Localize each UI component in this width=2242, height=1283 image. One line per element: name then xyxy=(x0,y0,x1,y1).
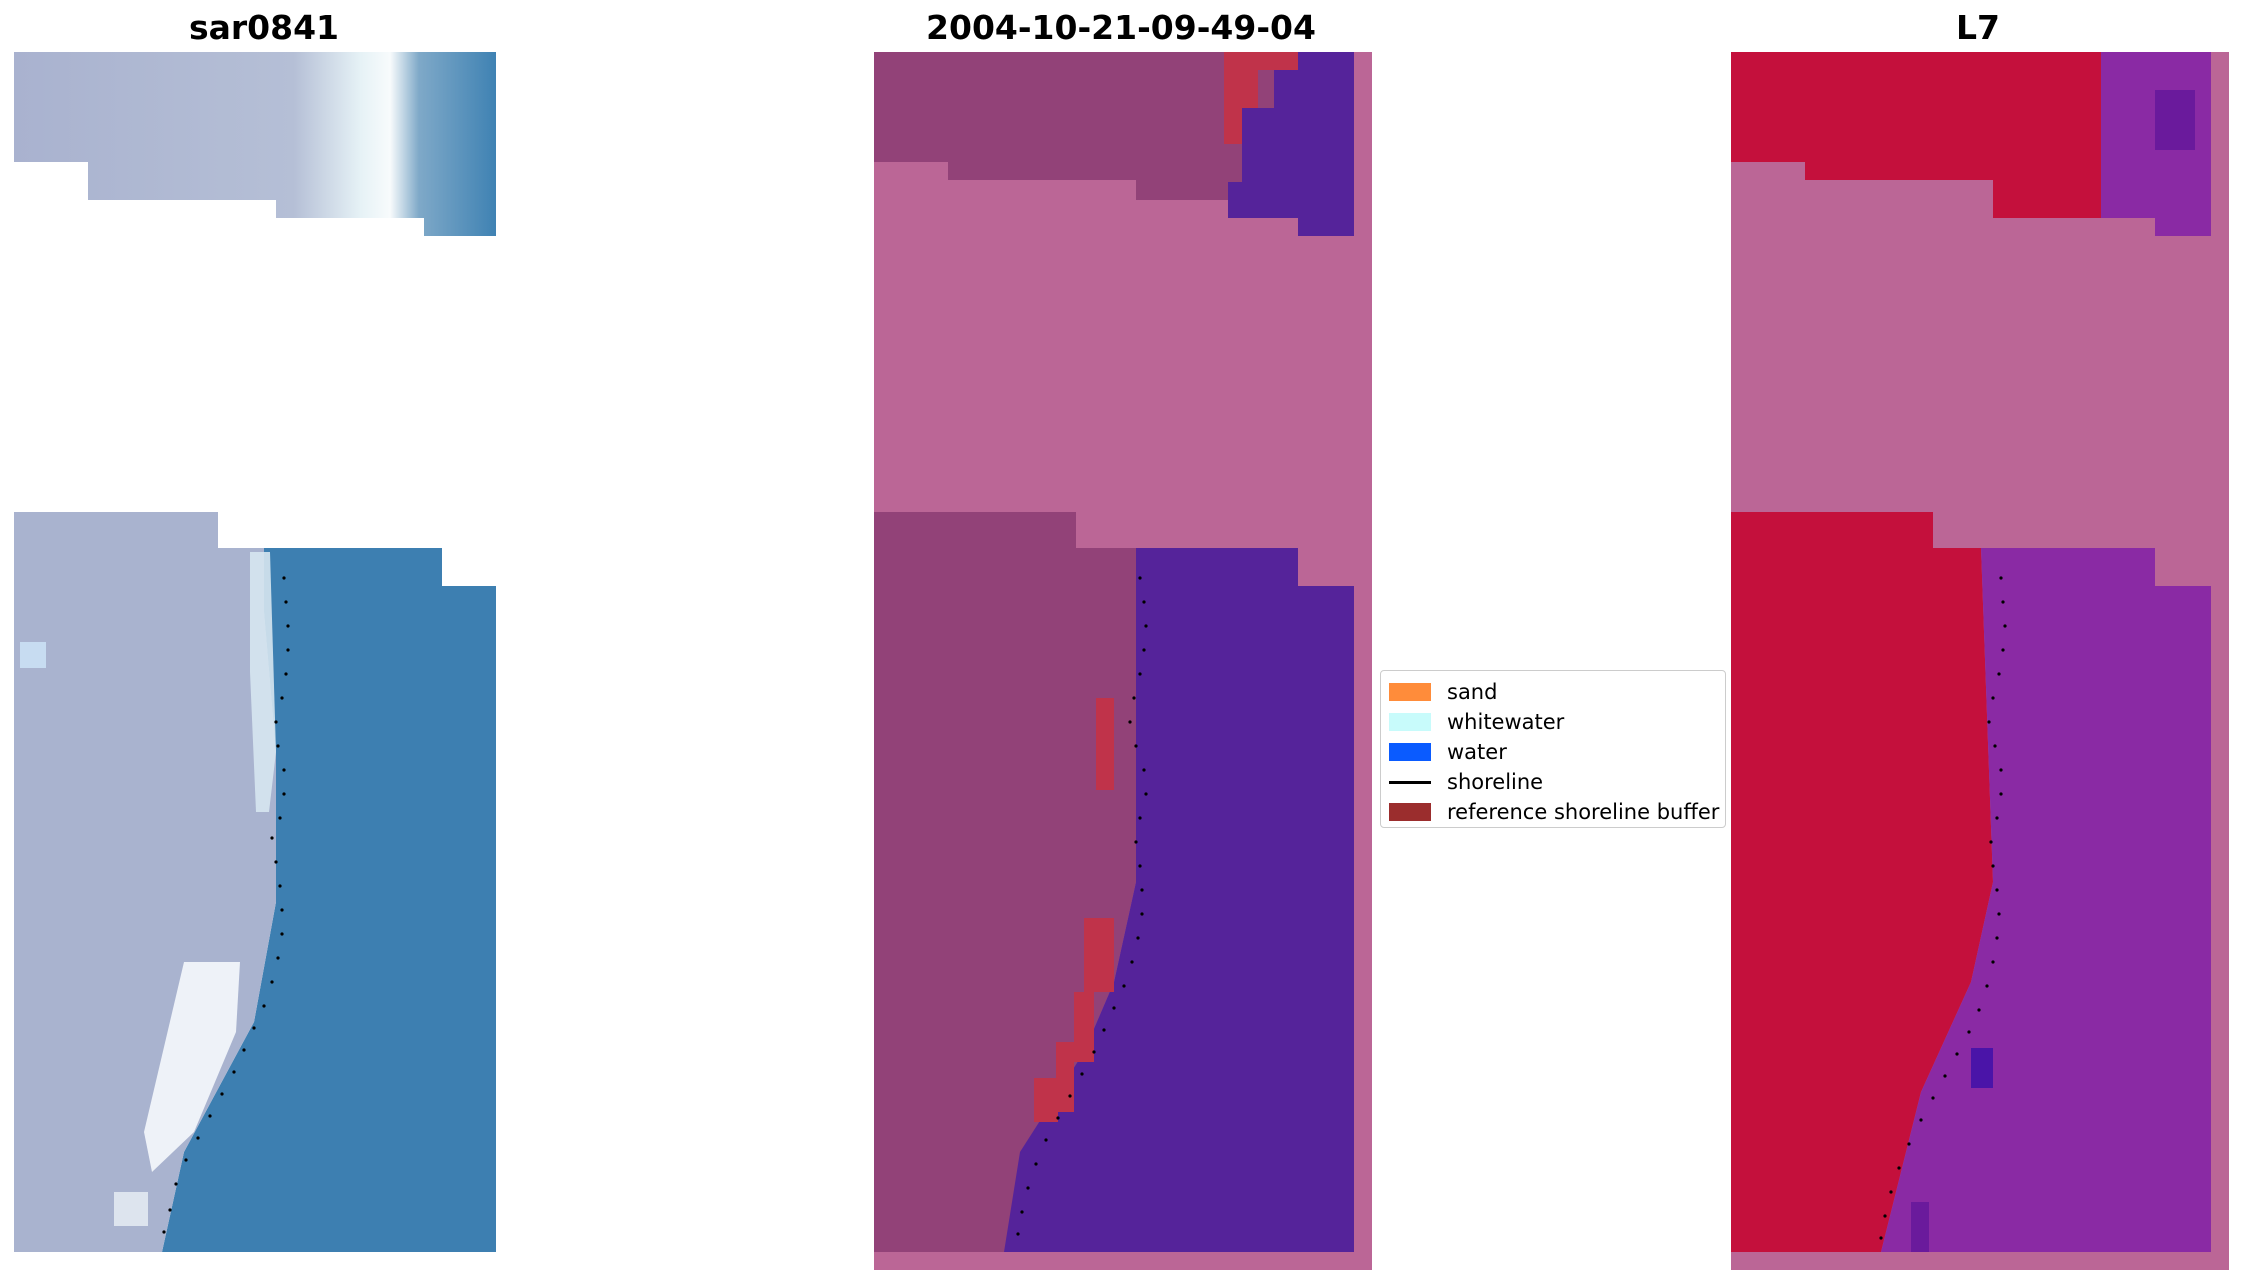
classified-image xyxy=(874,52,1372,1270)
legend-label: whitewater xyxy=(1447,710,1565,734)
legend-label: water xyxy=(1447,740,1507,764)
index-image-panel xyxy=(1731,52,2229,1270)
legend-label: shoreline xyxy=(1447,770,1544,794)
rgb-shoreline xyxy=(162,576,290,1234)
legend-item: shoreline xyxy=(1381,767,1725,797)
legend-color-swatch xyxy=(1389,683,1431,701)
index-image xyxy=(1731,52,2229,1270)
legend-color-swatch xyxy=(1389,743,1431,761)
classified-shoreline xyxy=(1016,576,1148,1236)
legend-item: sand xyxy=(1381,677,1725,707)
index-shoreline xyxy=(1879,576,2007,1240)
legend-color-swatch xyxy=(1389,713,1431,731)
panel-title-index: L7 xyxy=(1956,8,2000,47)
classified-image-panel xyxy=(874,52,1372,1270)
legend-label: reference shoreline buffer xyxy=(1447,800,1720,824)
legend-item: water xyxy=(1381,737,1725,767)
panel-title-rgb: sar0841 xyxy=(188,8,340,47)
legend: sand whitewater water shoreline reference sh… xyxy=(1380,670,1726,828)
rgb-image xyxy=(14,52,496,1252)
legend-color-swatch xyxy=(1389,803,1431,821)
legend-item: whitewater xyxy=(1381,707,1725,737)
legend-label: sand xyxy=(1447,680,1498,704)
legend-item: reference shoreline buffer xyxy=(1381,797,1725,827)
panel-title-date: 2004-10-21-09-49-04 xyxy=(926,8,1316,47)
legend-line-swatch xyxy=(1389,780,1431,784)
rgb-image-panel xyxy=(14,52,496,1252)
